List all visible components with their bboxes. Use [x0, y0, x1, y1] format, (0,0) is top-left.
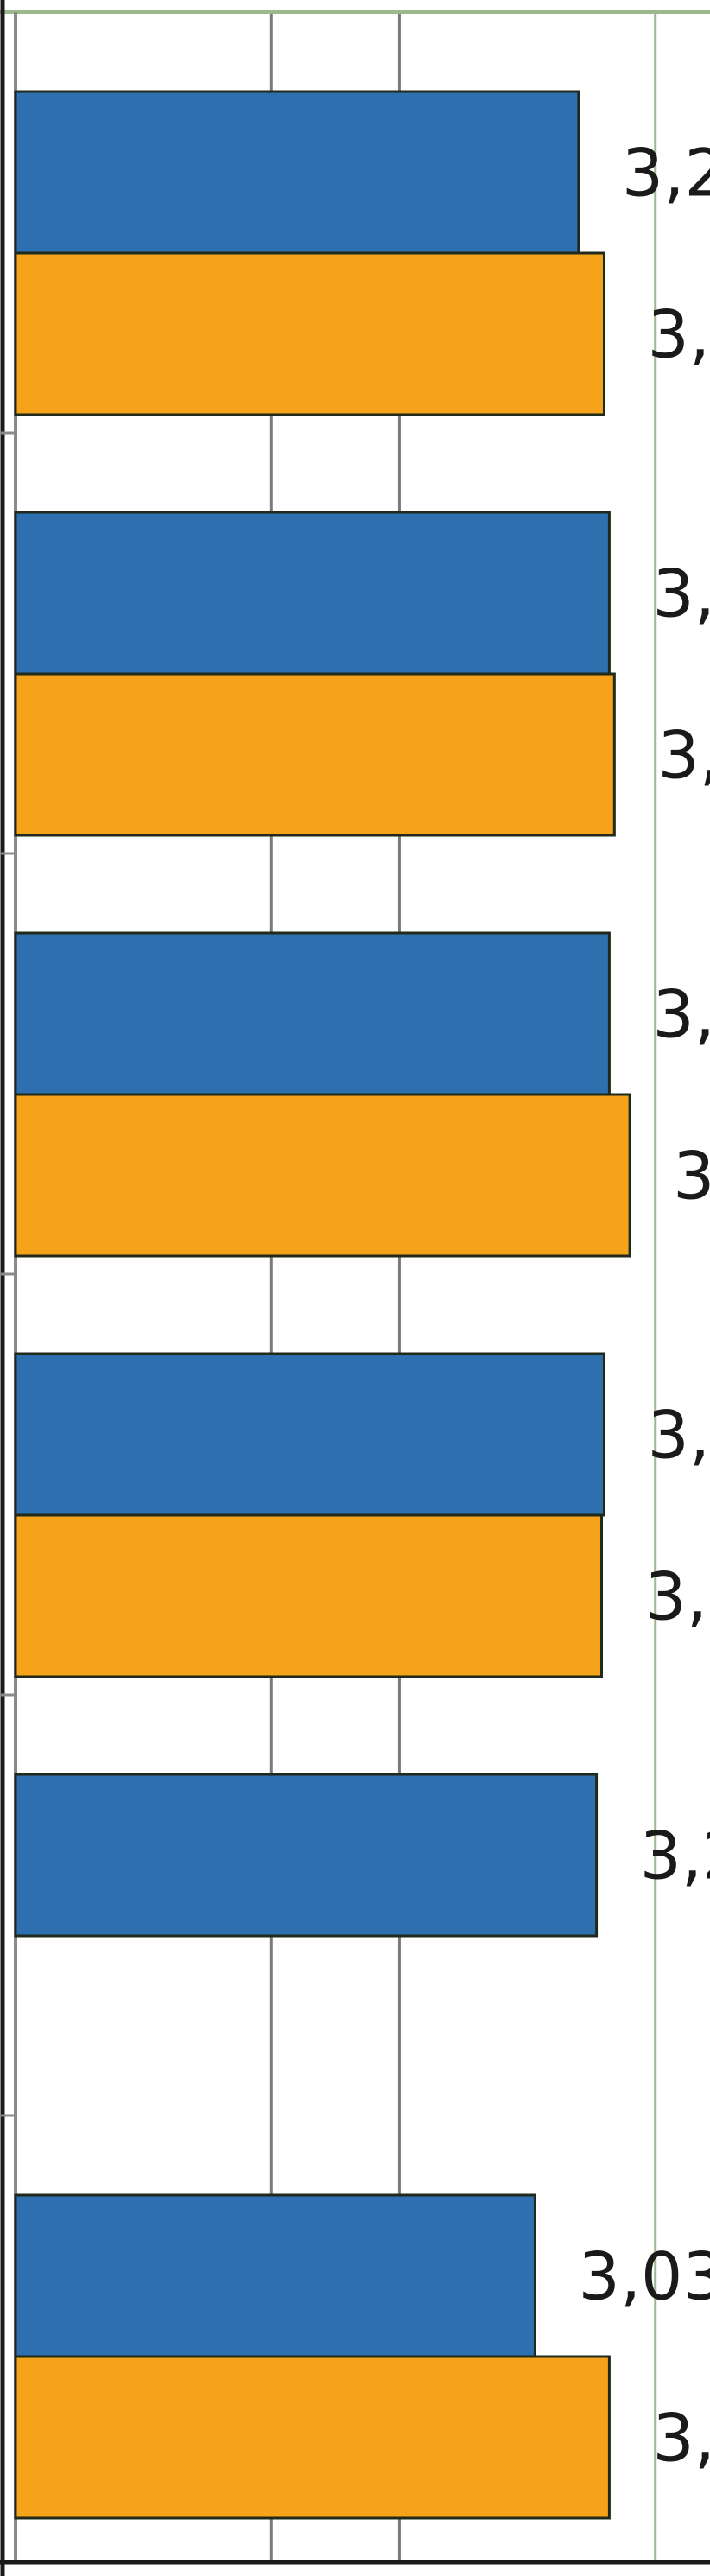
data-label: 3,29 [645, 1558, 710, 1635]
bar [14, 1773, 599, 1938]
data-label: 3,30 [647, 1397, 710, 1474]
bar [14, 1513, 604, 1678]
bar [14, 511, 611, 676]
data-label: 3,32 [652, 2400, 710, 2477]
bar [14, 90, 580, 255]
bar [14, 251, 605, 416]
bar [14, 1093, 631, 1258]
data-label: 3,20 [622, 135, 710, 212]
bar [14, 672, 616, 837]
bar [14, 2355, 611, 2520]
data-label: 3,27 [640, 1818, 710, 1894]
data-label: 3,03 [578, 2238, 710, 2315]
data-label: 3,34 [657, 717, 710, 794]
bar [14, 1352, 605, 1517]
data-label: 3,32 [652, 555, 710, 632]
data-label: 3,32 [652, 976, 710, 1053]
bar [14, 931, 611, 1096]
data-label: 3,30 [647, 296, 710, 373]
data-label: 3,40 [673, 1138, 710, 1215]
plot-area [16, 12, 707, 2562]
bar [14, 2193, 536, 2358]
